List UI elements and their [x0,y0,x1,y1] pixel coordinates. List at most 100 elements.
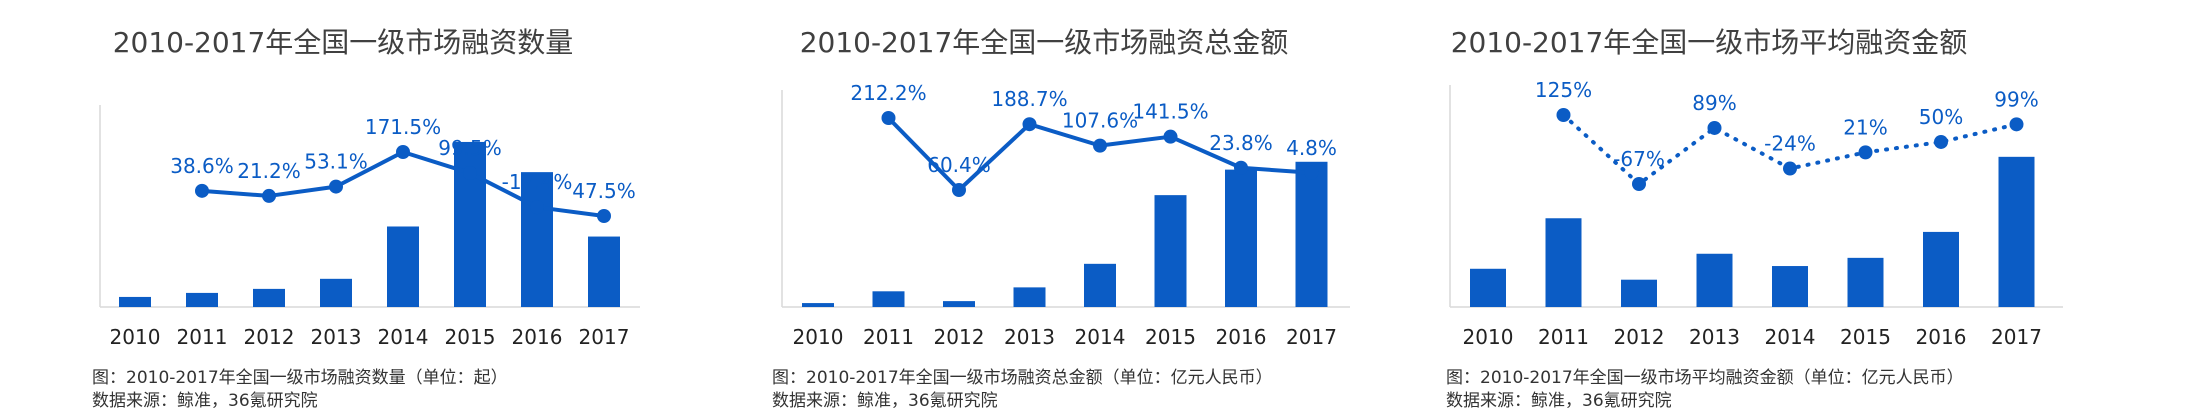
line-point-2013 [1022,117,1037,132]
bar-2014 [1084,263,1116,307]
line-point-2016 [1934,134,1948,149]
data-label: 38.6% [170,154,234,178]
data-label: 99% [1994,87,2038,111]
data-label: 60.4% [927,153,991,177]
x-tick-label: 2013 [311,325,362,349]
chart-panel-1: 2010-2017年全国一级市场融资数量 2010 2011 2012 2013 2014… [92,26,640,411]
line-point-2017 [597,209,611,223]
x-tick-label: 2010 [110,325,161,349]
chart-title: 2010-2017年全国一级市场融资总金额 [800,26,1289,59]
bar-2012 [943,301,975,307]
line-point-2012 [952,183,966,197]
line-point-2015 [1858,145,1873,160]
x-tick-label: 2015 [1145,325,1196,349]
x-tick-label: 2016 [512,325,563,349]
bar-2016 [1225,169,1257,307]
x-tick-label: 2015 [1840,325,1891,349]
line-point-2011 [1556,108,1571,122]
x-tick-label: 2014 [378,325,429,349]
x-tick-label: 2012 [244,325,295,349]
data-source: 数据来源：鲸准，36氪研究院 [772,391,998,411]
figure-caption: 图：2010-2017年全国一级市场平均融资金额（单位：亿元人民币） [1446,368,1964,388]
x-tick-label: 2017 [1286,325,1337,349]
x-tick-label: 2015 [445,325,496,349]
line-point-2013 [329,179,343,194]
bar-2013 [1013,287,1046,307]
data-label: 4.8% [1286,136,1337,160]
data-label: 107.6% [1062,109,1138,133]
data-label: 171.5% [365,115,441,139]
data-label: 99.5% [438,136,502,160]
x-tick-label: 2010 [793,325,844,349]
x-tick-label: 2017 [579,325,630,349]
data-label: -24% [1764,132,1816,156]
bar-2013 [320,278,352,307]
data-label: 188.7% [991,87,1067,111]
data-label: 21.2% [237,159,301,183]
x-tick-label: 2016 [1916,325,1967,349]
bar-2017 [1295,161,1328,307]
bar-2016 [1923,231,1959,307]
x-tick-label: 2013 [1004,325,1055,349]
bar-2012 [253,288,285,307]
data-label: 47.5% [572,179,636,203]
line-point-2015 [463,166,477,181]
data-label: -67% [1613,147,1665,171]
line-point-2011 [881,111,896,125]
line-point-2014 [1783,161,1797,176]
bar-2010 [802,303,834,307]
bar-2011 [1545,218,1582,307]
chart-title: 2010-2017年全国一级市场融资数量 [113,26,574,59]
line-point-2014 [1093,138,1107,153]
line-point-2014 [396,145,410,159]
bar-2015 [1154,195,1187,307]
line-point-2011 [195,183,209,198]
bar-2014 [387,226,419,307]
figure-caption: 图：2010-2017年全国一级市场融资数量（单位：起） [92,368,508,388]
x-tick-label: 2017 [1991,325,2042,349]
data-label: 21% [1843,115,1887,139]
data-label: 141.5% [1132,100,1208,124]
data-label: 212.2% [850,81,926,105]
data-label: 125% [1535,78,1592,102]
x-tick-label: 2016 [1216,325,1267,349]
bar-2013 [1696,253,1733,307]
x-tick-label: 2010 [1463,325,1514,349]
data-label: 53.1% [304,150,368,174]
x-tick-label: 2011 [1538,325,1589,349]
line-point-2012 [1632,177,1646,191]
chart-panel-3: 2010-2017年全国一级市场平均融资金额 2010 2011 2012 2013 20… [1446,26,2063,411]
line-point-2016 [1234,160,1248,175]
line-point-2016 [530,200,544,215]
line-point-2017 [2009,117,2024,132]
data-label: 50% [1919,105,1963,129]
x-tick-label: 2012 [1614,325,1665,349]
bar-2011 [872,291,905,307]
bar-2010 [1470,268,1506,307]
line-point-2015 [1163,129,1178,144]
line-point-2012 [262,188,276,203]
x-tick-label: 2013 [1689,325,1740,349]
bar-2010 [119,296,151,307]
x-tick-label: 2011 [177,325,228,349]
figure-caption: 图：2010-2017年全国一级市场融资总金额（单位：亿元人民币） [772,368,1273,388]
x-tick-label: 2011 [863,325,914,349]
data-source: 数据来源：鲸准，36氪研究院 [1446,391,1672,411]
data-label: -17.4% [502,170,573,194]
chart-panel-2: 2010-2017年全国一级市场融资总金额 2010 2011 2012 2013 201… [772,26,1350,411]
bar-2016 [521,172,553,307]
data-label: 23.8% [1209,131,1273,155]
line-point-2017 [1304,165,1319,180]
bar-2014 [1772,266,1808,307]
x-tick-label: 2012 [934,325,985,349]
bar-2015 [1847,257,1884,307]
bar-2012 [1621,279,1657,307]
bar-2017 [588,236,620,307]
data-label: 89% [1692,91,1736,115]
bar-2017 [1998,156,2035,307]
bar-2011 [186,292,218,307]
x-tick-label: 2014 [1075,325,1126,349]
data-source: 数据来源：鲸准，36氪研究院 [92,391,318,411]
chart-title: 2010-2017年全国一级市场平均融资金额 [1451,26,1968,59]
